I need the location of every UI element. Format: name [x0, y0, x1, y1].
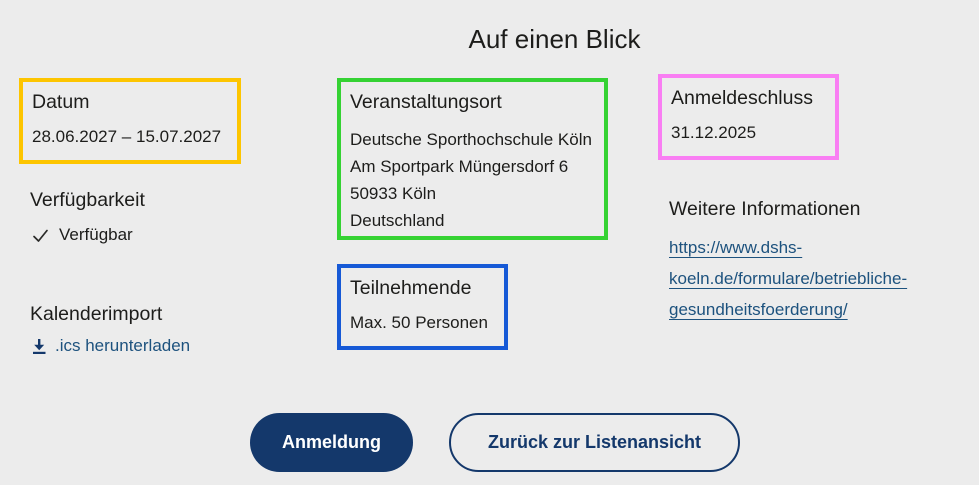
- availability-status-label: Verfügbar: [59, 225, 133, 244]
- download-icon: [31, 338, 46, 355]
- registration-button[interactable]: Anmeldung: [250, 413, 413, 472]
- more-info-heading: Weitere Informationen: [669, 198, 861, 220]
- availability-heading: Verfügbarkeit: [30, 189, 145, 211]
- page-title: Auf einen Blick: [468, 24, 641, 54]
- venue-highlight-box: Veranstaltungsort Deutsche Sporthochschu…: [337, 78, 608, 240]
- date-highlight-box: Datum 28.06.2027 – 15.07.2027: [19, 78, 241, 164]
- ics-download-link[interactable]: .ics herunterladen: [31, 336, 190, 356]
- venue-address-line: 50933 Köln: [350, 184, 437, 203]
- venue-heading: Veranstaltungsort: [350, 91, 502, 113]
- deadline-heading: Anmeldeschluss: [671, 87, 813, 109]
- participants-heading: Teilnehmende: [350, 277, 472, 299]
- participants-highlight-box: Teilnehmende Max. 50 Personen: [337, 264, 508, 350]
- back-to-list-button[interactable]: Zurück zur Listenansicht: [449, 413, 740, 472]
- check-icon: [31, 226, 50, 245]
- action-button-row: Anmeldung Zurück zur Listenansicht: [250, 413, 740, 472]
- deadline-date-value: 31.12.2025: [671, 123, 757, 142]
- participants-max-value: Max. 50 Personen: [350, 313, 488, 332]
- availability-status: Verfügbar: [31, 224, 133, 246]
- calendar-import-heading: Kalenderimport: [30, 303, 163, 325]
- date-heading: Datum: [32, 91, 90, 113]
- venue-address-line: Deutschland: [350, 211, 445, 230]
- more-info-url-link[interactable]: https://www.dshs-koeln.de/formulare/betr…: [669, 238, 908, 319]
- ics-download-link-label[interactable]: .ics herunterladen: [55, 336, 191, 355]
- venue-address-line: Deutsche Sporthochschule Köln: [350, 130, 592, 149]
- venue-address: Deutsche Sporthochschule Köln Am Sportpa…: [350, 126, 595, 234]
- deadline-highlight-box: Anmeldeschluss 31.12.2025: [658, 74, 839, 160]
- venue-address-line: Am Sportpark Müngersdorf 6: [350, 157, 569, 176]
- date-range-value: 28.06.2027 – 15.07.2027: [32, 127, 222, 146]
